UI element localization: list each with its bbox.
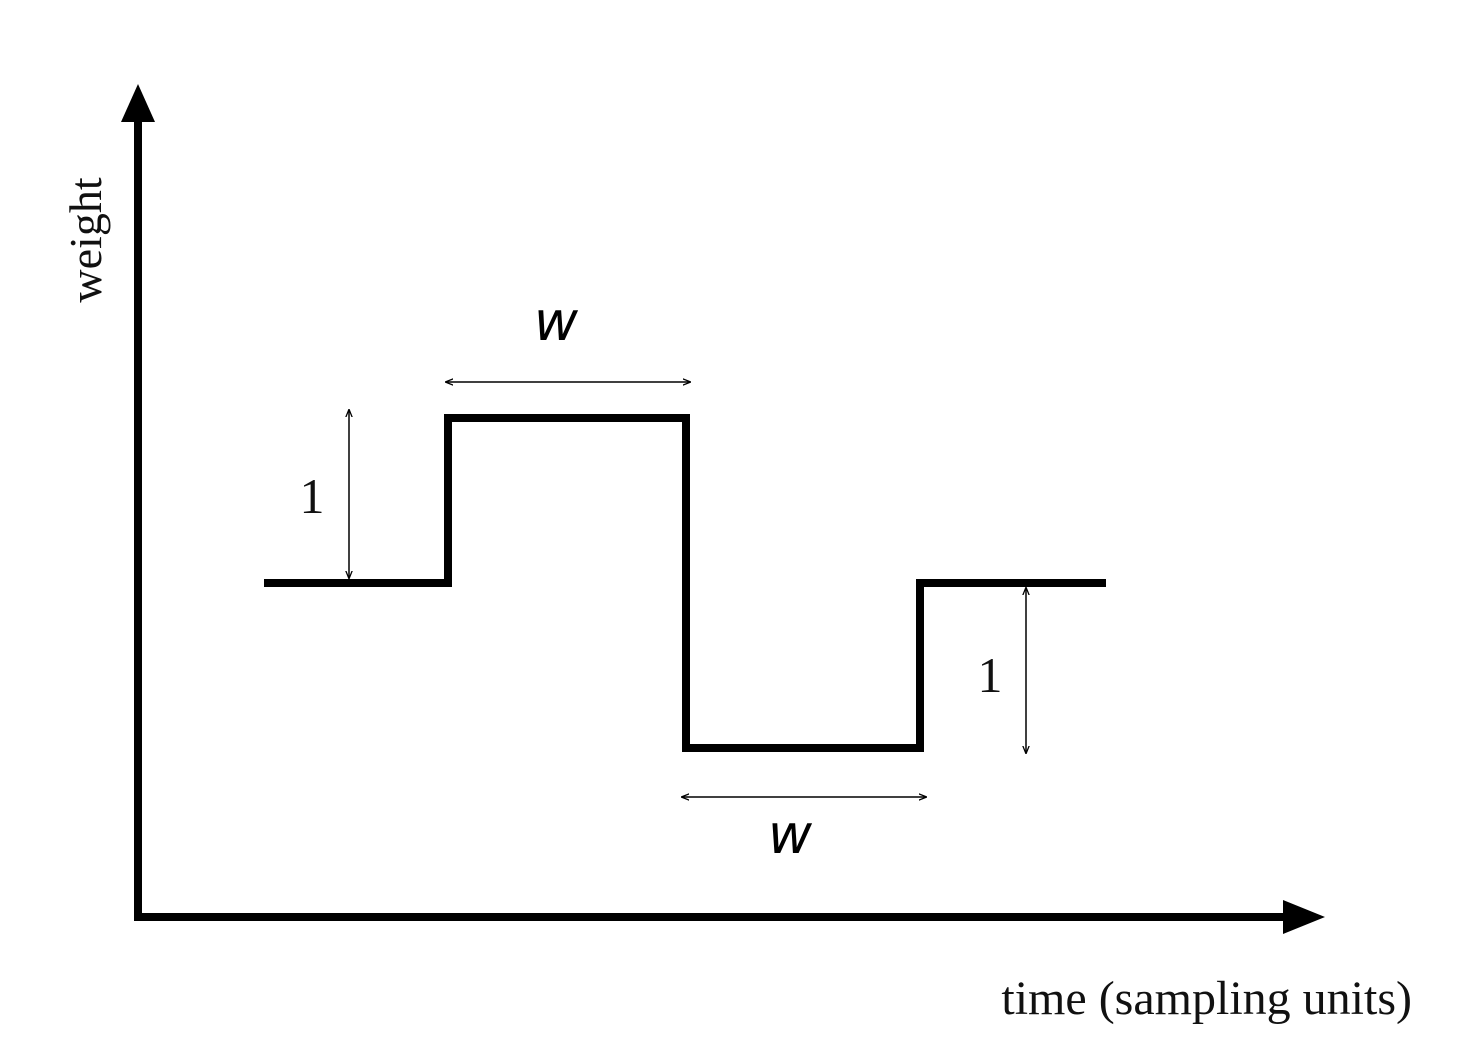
x-axis (134, 900, 1325, 934)
y-axis-arrowhead (121, 84, 155, 122)
step-down-height-label: 1 (978, 647, 1003, 703)
step-up-height-label: 1 (300, 468, 325, 524)
y-axis (121, 84, 155, 918)
x-axis-arrowhead (1283, 900, 1325, 934)
high-width-label: w (534, 290, 579, 353)
y-axis-label: weight (60, 177, 111, 302)
x-axis-label: time (sampling units) (1001, 972, 1412, 1025)
low-width-label: w (768, 803, 813, 866)
weight-step-curve (264, 414, 1106, 752)
